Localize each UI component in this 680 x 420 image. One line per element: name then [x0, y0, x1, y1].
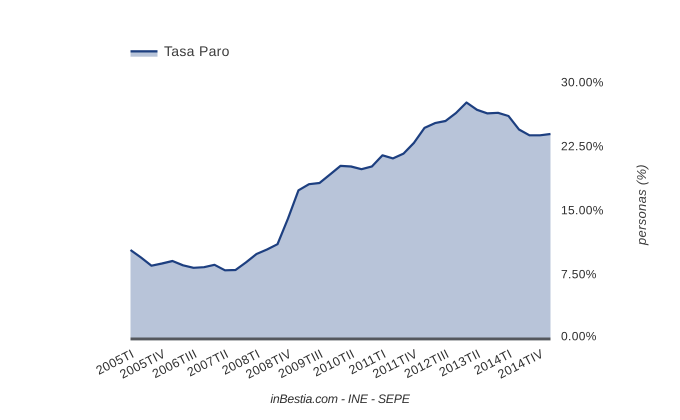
svg-text:inBestia.com - INE - SEPE: inBestia.com - INE - SEPE	[270, 392, 410, 406]
svg-text:15.00%: 15.00%	[561, 203, 604, 217]
svg-text:0.00%: 0.00%	[561, 329, 597, 343]
svg-text:7.50%: 7.50%	[561, 267, 597, 281]
svg-text:Tasa Paro: Tasa Paro	[164, 43, 230, 59]
svg-text:personas (%): personas (%)	[634, 164, 649, 246]
svg-text:22.50%: 22.50%	[561, 139, 604, 153]
svg-text:30.00%: 30.00%	[561, 75, 604, 89]
